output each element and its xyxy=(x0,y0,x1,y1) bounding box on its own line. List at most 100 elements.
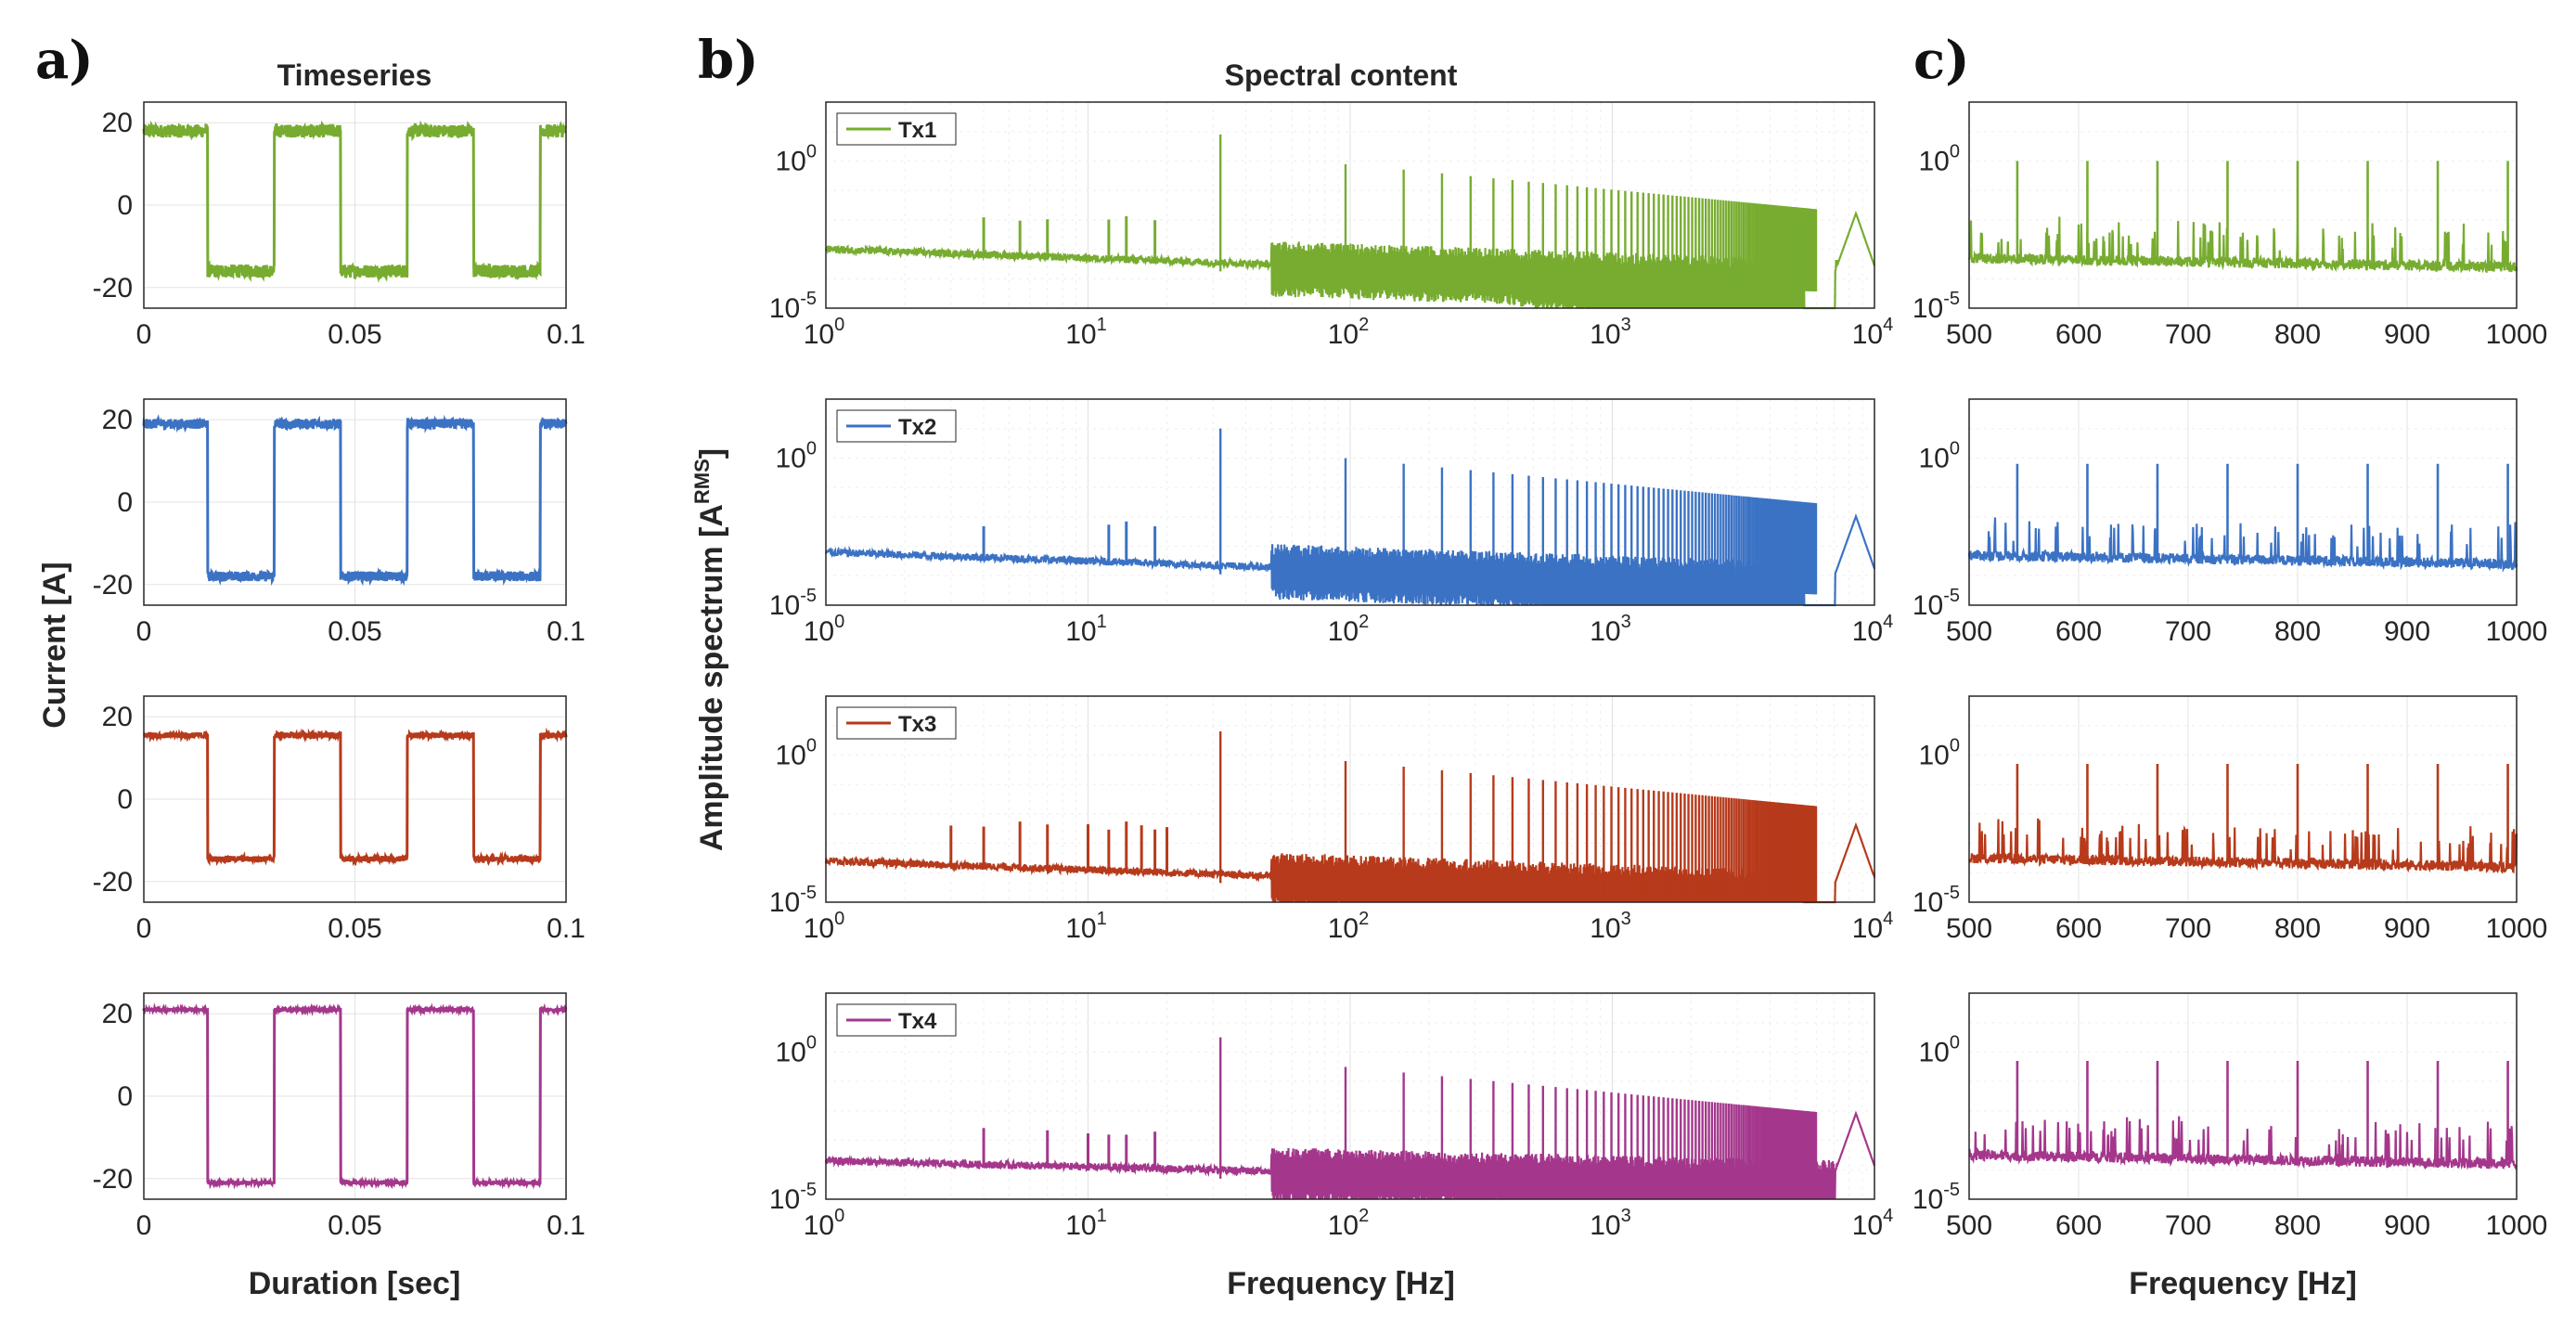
zoom-ytick-exponent: 0 xyxy=(1950,141,1960,162)
timeseries-ytick: 20 xyxy=(102,108,133,138)
zoom-ytick-base: 10 xyxy=(1913,887,1943,918)
zoom-frame xyxy=(1968,695,2518,903)
zoom-line xyxy=(1967,818,2518,874)
spectrum-xtick: 100 xyxy=(804,909,845,944)
timeseries-tx4: 200-200 0.05 0.1 xyxy=(93,993,586,1241)
spectrum-xtick: 104 xyxy=(1852,315,1894,350)
spectrum-ytick-base: 10 xyxy=(769,1184,800,1215)
spectrum-ytick-base: 10 xyxy=(776,1037,806,1067)
zoom-xtick: 800 xyxy=(2274,913,2321,944)
spectrum-xtick-exponent: 0 xyxy=(834,909,844,929)
zoom-xtick: 700 xyxy=(2165,1210,2211,1241)
legend: Tx1 xyxy=(836,112,957,146)
legend: Tx2 xyxy=(836,409,957,443)
spectrum-xtick-exponent: 0 xyxy=(834,315,844,335)
spectrum-xtick-exponent: 1 xyxy=(1097,612,1107,632)
spectrum-ytick-exponent: 0 xyxy=(806,141,817,162)
timeseries-xtick: 0 xyxy=(136,319,152,350)
zoom-xtick: 800 xyxy=(2274,319,2321,350)
frequency-axis-label-b: Frequency [Hz] xyxy=(1227,1266,1455,1301)
spectrum-xtick-exponent: 2 xyxy=(1359,909,1369,929)
spectrum-xtick: 104 xyxy=(1852,612,1894,647)
spectrum-frame xyxy=(825,992,1875,1200)
legend-label: Tx3 xyxy=(898,712,936,737)
zoom-ytick: 10-5 xyxy=(1913,586,1960,621)
timeseries-tx3: 200-200 0.05 0.1 xyxy=(93,696,586,944)
current-axis-label: Current [A] xyxy=(37,562,72,728)
zoom-xtick: 1000 xyxy=(2486,319,2548,350)
timeseries-ytick: -20 xyxy=(93,1164,133,1195)
zoom-xtick: 500 xyxy=(1946,913,1992,944)
spectrum-xtick-base: 10 xyxy=(1065,913,1096,944)
timeseries-xtick: 0.1 xyxy=(547,319,586,350)
zoom-ytick-exponent: 0 xyxy=(1950,438,1960,459)
spectrum-xtick-exponent: 1 xyxy=(1097,909,1107,929)
spectrum-xtick-base: 10 xyxy=(1590,913,1620,944)
timeseries-tx1: 200-200 0.05 0.1 xyxy=(93,102,586,350)
timeseries-ytick: 0 xyxy=(117,1081,133,1112)
amplitude-label-text: Amplitude spectrum [A xyxy=(694,504,729,851)
spectrum-xtick-base: 10 xyxy=(1852,616,1883,647)
zoom-xtick: 600 xyxy=(2055,319,2102,350)
spectrum-ytick-exponent: 0 xyxy=(806,1032,817,1053)
legend-label: Tx1 xyxy=(898,118,936,143)
timeseries-xtick: 0.05 xyxy=(328,1210,381,1241)
spectrum-xtick-exponent: 2 xyxy=(1359,315,1369,335)
spectrum-ytick: 100 xyxy=(776,141,818,176)
spectrum-ytick-exponent: -5 xyxy=(800,586,817,606)
spectrum-frame xyxy=(825,398,1875,606)
spectrum-xtick-exponent: 3 xyxy=(1621,909,1631,929)
spectrum-xtick-base: 10 xyxy=(1590,1210,1620,1241)
legend: Tx3 xyxy=(836,706,957,740)
spectrum-xtick: 102 xyxy=(1328,315,1370,350)
spectrum-xtick-base: 10 xyxy=(1852,319,1883,350)
timeseries-ytick: -20 xyxy=(93,273,133,304)
spectrum-xtick-exponent: 1 xyxy=(1097,1206,1107,1226)
spectrum-xtick-base: 10 xyxy=(1065,1210,1096,1241)
timeseries-title: Timeseries xyxy=(277,58,432,92)
spectrum-ytick-base: 10 xyxy=(769,887,800,918)
spectrum-ytick-exponent: -5 xyxy=(800,289,817,309)
spectrum-xtick-exponent: 2 xyxy=(1359,1206,1369,1226)
timeseries-xtick: 0 xyxy=(136,1210,152,1241)
spectrum-ytick: 10-5 xyxy=(769,883,817,918)
spectrum-ytick-exponent: -5 xyxy=(800,1180,817,1200)
zoom-xtick: 500 xyxy=(1946,319,1992,350)
timeseries-line xyxy=(142,120,567,283)
zoom-ytick-exponent: -5 xyxy=(1943,883,1960,903)
spectrum-xtick-exponent: 1 xyxy=(1097,315,1107,335)
spectrum-xtick-exponent: 4 xyxy=(1883,909,1893,929)
timeseries-xtick: 0 xyxy=(136,616,152,647)
spectrum-xtick: 101 xyxy=(1065,612,1107,647)
timeseries-xtick: 0.05 xyxy=(328,913,381,944)
spectrum-xtick-base: 10 xyxy=(1065,616,1096,647)
zoom-ytick: 100 xyxy=(1919,438,1961,473)
timeseries-ytick: -20 xyxy=(93,570,133,601)
spectrum-xtick: 103 xyxy=(1590,909,1631,944)
timeseries-ytick: 0 xyxy=(117,190,133,221)
timeseries-ytick: 20 xyxy=(102,702,133,732)
spectrum-xtick: 102 xyxy=(1328,1206,1370,1241)
spectrum-xtick: 101 xyxy=(1065,909,1107,944)
frequency-axis-label-c: Frequency [Hz] xyxy=(2129,1266,2357,1301)
timeseries-ytick: 0 xyxy=(117,784,133,815)
zoom-ytick-exponent: 0 xyxy=(1950,1032,1960,1053)
timeseries-xtick: 0 xyxy=(136,913,152,944)
zoom-ytick-exponent: -5 xyxy=(1943,586,1960,606)
spectrum-ytick-base: 10 xyxy=(776,443,806,473)
spectrum-xtick-exponent: 3 xyxy=(1621,1206,1631,1226)
zoom-ytick-base: 10 xyxy=(1919,1037,1950,1067)
spectrum-xtick: 103 xyxy=(1590,612,1631,647)
zoom-frame xyxy=(1968,992,2518,1200)
spectrum-xtick-base: 10 xyxy=(804,319,834,350)
spectrum-xtick: 100 xyxy=(804,315,845,350)
timeseries-frame xyxy=(143,101,567,309)
spectrum-xtick-exponent: 3 xyxy=(1621,315,1631,335)
spectrum-ytick-exponent: 0 xyxy=(806,735,817,756)
zoom-ytick: 10-5 xyxy=(1913,883,1960,918)
duration-axis-label: Duration [sec] xyxy=(249,1266,461,1301)
spectrum-ytick: 10-5 xyxy=(769,289,817,324)
